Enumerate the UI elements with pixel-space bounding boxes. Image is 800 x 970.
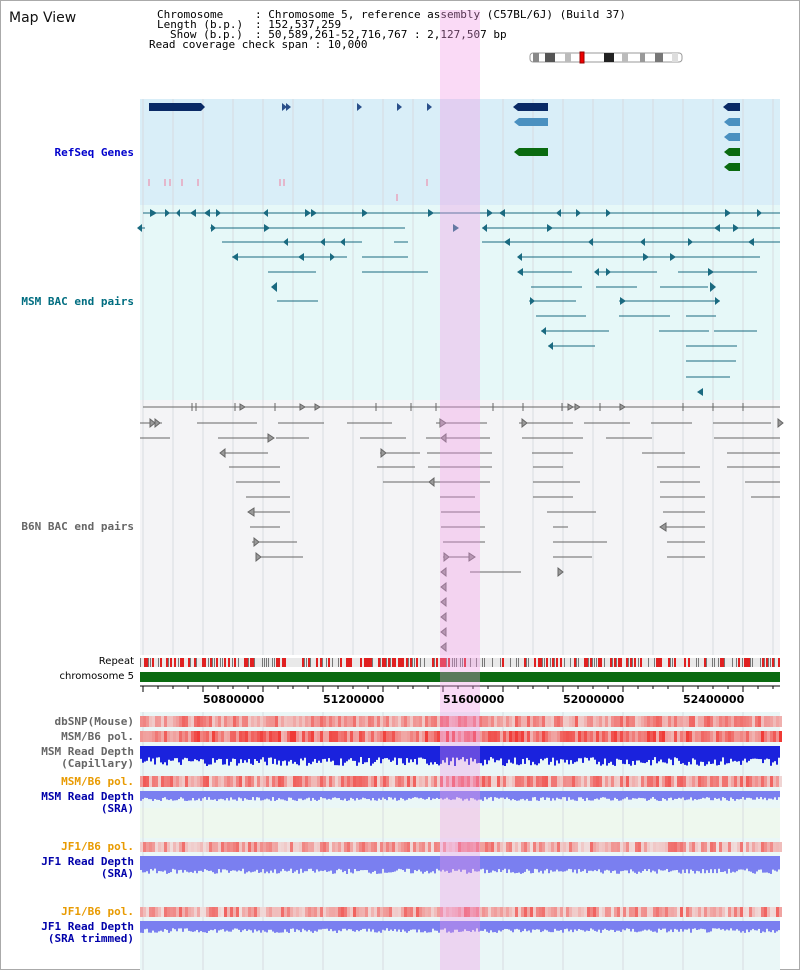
info-coverage: Read coverage check span : 10,000: [149, 38, 368, 51]
jf1-b6-pol-track-2: [140, 907, 782, 917]
track-label-dbsnp[interactable]: dbSNP(Mouse): [54, 715, 134, 728]
info-length-value: : 152,537,259: [255, 18, 342, 31]
refseq-gene-features[interactable]: [148, 103, 740, 201]
track-label-jf1-depth-sub: (SRA): [100, 867, 134, 880]
info-show-key: Show (b.p.): [170, 28, 243, 41]
page-title: Map View: [9, 10, 77, 26]
track-label-msm-depth-sra[interactable]: MSM Read Depth: [41, 790, 134, 803]
msm-b6-pol-track-1: [140, 731, 782, 742]
ruler-label: 52400000: [683, 693, 745, 706]
msm-bac-end-pairs[interactable]: [137, 209, 780, 396]
msm-bac-panel: [140, 205, 780, 400]
ruler-label: 50800000: [203, 693, 265, 706]
chromosome-ideogram[interactable]: [529, 51, 683, 64]
track-label-msm-depth-cap-sub: (Capillary): [61, 757, 134, 770]
jf1-read-depth-track: [140, 856, 780, 874]
track-label-jf1-depth-trimmed[interactable]: JF1 Read Depth: [41, 920, 134, 933]
selection-highlight[interactable]: [440, 10, 480, 970]
msm-b6-pol-track-2: [140, 776, 782, 787]
track-label-msm-bac[interactable]: MSM BAC end pairs: [21, 295, 134, 308]
msm-read-depth-sra-track: [140, 791, 780, 801]
jf1-b6-pol-track-1: [140, 842, 782, 852]
ruler: [140, 685, 780, 692]
b6n-bac-end-pairs[interactable]: [140, 403, 784, 653]
track-label-msm-b6-pol-1[interactable]: MSM/B6 pol.: [61, 730, 134, 743]
ruler-label: 51200000: [323, 693, 385, 706]
info-chromosome-key: Chromosome: [157, 8, 224, 21]
track-label-jf1-depth[interactable]: JF1 Read Depth: [41, 855, 134, 868]
ruler-label: 51600000: [443, 693, 505, 706]
track-label-refseq[interactable]: RefSeq Genes: [54, 146, 134, 159]
jf1-read-depth-trimmed-track: [140, 921, 780, 933]
info-show-value: : 50,589,261-52,716,767 : 2,127,507 bp: [255, 28, 507, 41]
track-label-jf1-b6-pol-2[interactable]: JF1/B6 pol.: [61, 905, 134, 918]
track-label-b6n-bac[interactable]: B6N BAC end pairs: [21, 520, 134, 533]
chromosome-bar: [140, 672, 780, 682]
track-label-repeat: Repeat: [98, 656, 134, 667]
repeat-track[interactable]: [140, 658, 780, 667]
track-label-msm-depth-sra-sub: (SRA): [100, 802, 134, 815]
info-length-key: Length (b.p.): [157, 18, 244, 31]
track-label-chromosome: chromosome 5: [59, 671, 134, 682]
ruler-label: 52000000: [563, 693, 625, 706]
track-label-msm-depth-cap[interactable]: MSM Read Depth: [41, 745, 134, 758]
refseq-panel: [140, 99, 780, 205]
msm-read-depth-capillary-track: [140, 746, 780, 766]
info-chromosome-value: : Chromosome 5, reference assembly (C57B…: [255, 8, 626, 21]
track-label-msm-b6-pol-2[interactable]: MSM/B6 pol.: [61, 775, 134, 788]
track-label-jf1-b6-pol-1[interactable]: JF1/B6 pol.: [61, 840, 134, 853]
track-label-jf1-depth-trimmed-sub: (SRA trimmed): [47, 932, 134, 945]
dbsnp-track: [140, 716, 782, 727]
